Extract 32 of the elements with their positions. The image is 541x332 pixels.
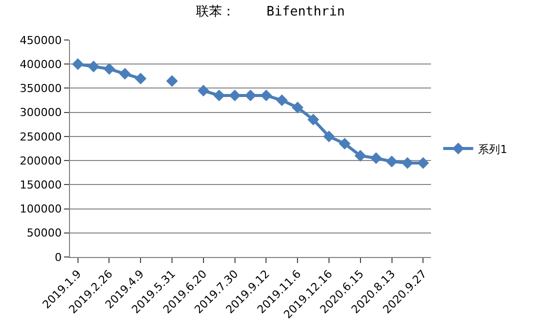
point [292, 102, 304, 114]
point [402, 157, 414, 169]
point [198, 84, 210, 96]
point [307, 114, 320, 126]
y-tick-label: 250000 [20, 130, 62, 144]
point [134, 72, 146, 84]
point [88, 60, 100, 72]
y-tick-label: 450000 [20, 34, 62, 47]
point [166, 75, 178, 87]
point [72, 58, 84, 70]
point [354, 150, 366, 162]
point [323, 130, 335, 142]
y-tick-label: 150000 [20, 178, 62, 192]
point [260, 90, 272, 102]
y-tick-label: 0 [54, 250, 62, 264]
y-tick-label: 350000 [20, 82, 62, 96]
point [338, 138, 351, 150]
y-tick-label: 300000 [20, 106, 62, 120]
point [370, 152, 382, 164]
point [417, 157, 429, 169]
point [213, 90, 225, 102]
chart-title: 联苯： Bifenthrin [196, 4, 345, 20]
point [276, 94, 288, 106]
point [244, 90, 256, 102]
legend-label: 系列1 [478, 142, 508, 156]
y-tick-label: 400000 [20, 58, 62, 71]
point [119, 68, 131, 80]
y-tick-label: 200000 [20, 154, 62, 168]
y-tick-label: 100000 [20, 202, 62, 216]
point [103, 63, 116, 75]
y-tick-label: 50000 [26, 226, 62, 240]
point [386, 156, 398, 168]
